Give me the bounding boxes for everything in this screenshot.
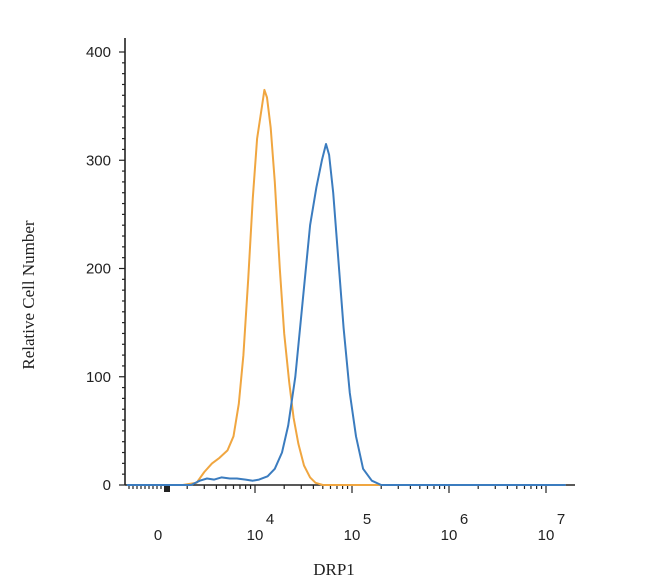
- series-line-2: [127, 143, 566, 486]
- y-tick-label: 200: [86, 261, 111, 278]
- x-tick-label: 10: [247, 527, 264, 544]
- x-tick-label: 0: [154, 527, 162, 544]
- x-tick-exponent: 4: [266, 511, 274, 528]
- x-tick-exponent: 6: [460, 511, 468, 528]
- x-tick-label: 10: [441, 527, 458, 544]
- y-tick-label: 400: [86, 44, 111, 61]
- x-tick-exponent: 5: [363, 511, 371, 528]
- y-tick-label: 100: [86, 369, 111, 386]
- series-line-1: [127, 88, 566, 486]
- y-tick-label: 300: [86, 152, 111, 169]
- x-tick-exponent: 7: [557, 511, 565, 528]
- x-tick-label: 10: [538, 527, 555, 544]
- y-axis-title: Relative Cell Number: [19, 220, 38, 370]
- y-tick-label: 0: [103, 477, 111, 494]
- x-tick-label: 10: [344, 527, 361, 544]
- series-layer: [127, 88, 566, 486]
- x-zero-marker: [164, 485, 170, 492]
- x-axis-title: DRP1: [313, 560, 355, 579]
- y-axis: 0 100 200 300 400: [86, 38, 126, 494]
